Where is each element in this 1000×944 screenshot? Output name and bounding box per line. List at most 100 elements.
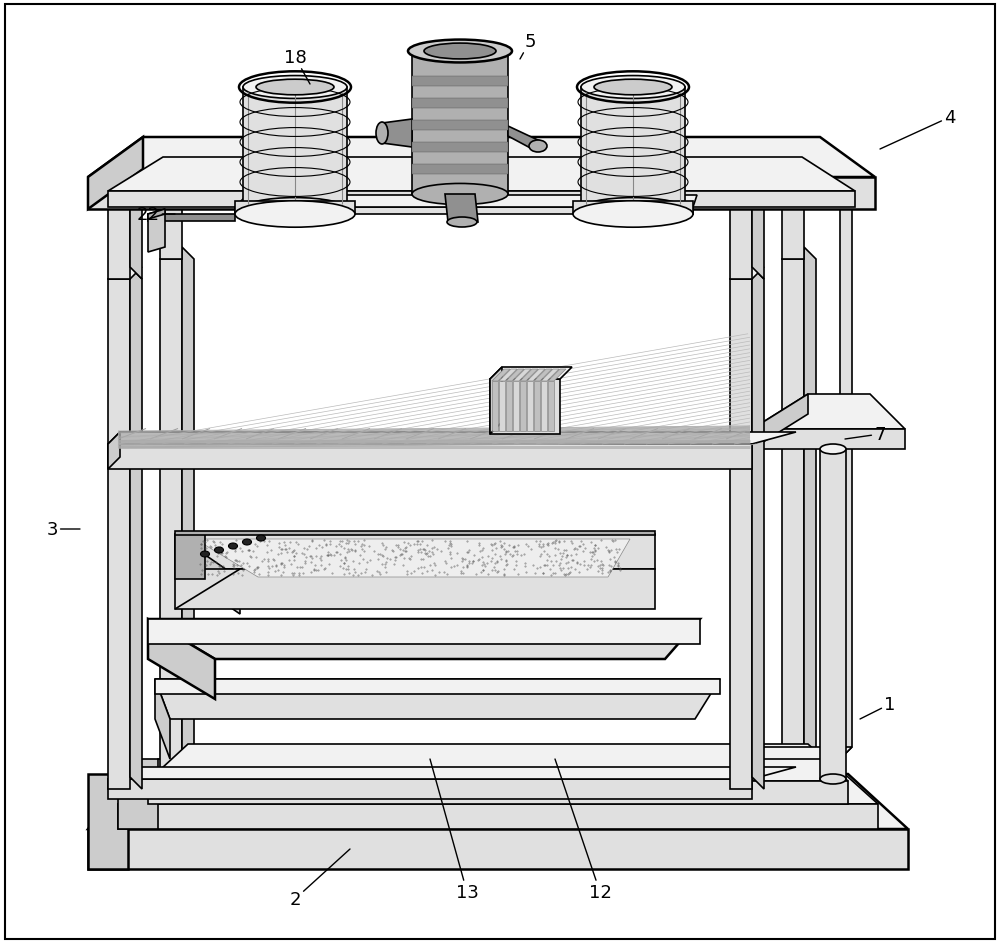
Polygon shape: [88, 774, 128, 869]
Polygon shape: [175, 534, 655, 569]
Polygon shape: [108, 432, 120, 469]
Polygon shape: [573, 202, 693, 215]
Polygon shape: [499, 370, 517, 381]
Text: 4: 4: [880, 109, 956, 150]
Polygon shape: [160, 260, 182, 769]
Ellipse shape: [229, 544, 238, 549]
Text: 7: 7: [845, 426, 886, 444]
Polygon shape: [235, 202, 355, 215]
Polygon shape: [108, 432, 796, 445]
Polygon shape: [581, 88, 685, 210]
Polygon shape: [730, 279, 752, 789]
Polygon shape: [730, 268, 764, 279]
Polygon shape: [160, 177, 182, 260]
Polygon shape: [527, 370, 545, 381]
Polygon shape: [490, 367, 502, 434]
Polygon shape: [148, 619, 215, 700]
Ellipse shape: [256, 80, 334, 95]
Polygon shape: [412, 165, 508, 175]
Ellipse shape: [412, 184, 508, 206]
Polygon shape: [175, 534, 240, 615]
Polygon shape: [840, 198, 852, 759]
Polygon shape: [752, 748, 852, 759]
Ellipse shape: [256, 535, 266, 542]
Polygon shape: [534, 370, 552, 381]
Ellipse shape: [243, 539, 252, 546]
Polygon shape: [752, 268, 764, 789]
Ellipse shape: [573, 202, 693, 228]
Polygon shape: [752, 430, 905, 449]
Ellipse shape: [594, 80, 672, 95]
Polygon shape: [182, 247, 194, 769]
Polygon shape: [541, 381, 547, 431]
Polygon shape: [130, 268, 142, 789]
Polygon shape: [490, 367, 572, 379]
Polygon shape: [148, 782, 848, 804]
Polygon shape: [534, 381, 540, 431]
Ellipse shape: [412, 42, 508, 62]
Polygon shape: [782, 177, 804, 260]
Polygon shape: [148, 619, 700, 645]
Text: 3: 3: [46, 520, 80, 538]
Polygon shape: [445, 194, 478, 223]
Polygon shape: [541, 370, 559, 381]
Polygon shape: [148, 210, 165, 220]
Ellipse shape: [408, 41, 512, 63]
Ellipse shape: [201, 551, 210, 557]
Polygon shape: [412, 143, 508, 153]
Polygon shape: [548, 370, 566, 381]
Ellipse shape: [581, 76, 685, 99]
Polygon shape: [155, 680, 720, 719]
Polygon shape: [412, 99, 508, 109]
Polygon shape: [782, 260, 804, 769]
Polygon shape: [506, 370, 524, 381]
Polygon shape: [520, 381, 526, 431]
Polygon shape: [382, 120, 412, 148]
Polygon shape: [412, 76, 508, 87]
Polygon shape: [243, 88, 347, 210]
Ellipse shape: [243, 76, 347, 99]
Polygon shape: [108, 279, 130, 789]
Ellipse shape: [447, 218, 477, 228]
Ellipse shape: [820, 774, 846, 784]
Polygon shape: [752, 395, 905, 430]
Polygon shape: [118, 759, 158, 829]
Polygon shape: [108, 192, 855, 208]
Polygon shape: [175, 534, 205, 580]
Polygon shape: [88, 177, 875, 210]
Polygon shape: [175, 531, 655, 535]
Polygon shape: [490, 379, 560, 434]
Text: 2: 2: [289, 849, 350, 908]
Polygon shape: [108, 210, 130, 279]
Polygon shape: [492, 381, 498, 431]
Polygon shape: [752, 395, 808, 449]
Polygon shape: [108, 158, 855, 192]
Polygon shape: [88, 774, 908, 829]
Polygon shape: [520, 370, 538, 381]
Polygon shape: [88, 138, 875, 177]
Ellipse shape: [820, 445, 846, 454]
Text: 1: 1: [860, 696, 896, 719]
Polygon shape: [499, 381, 505, 431]
Polygon shape: [155, 680, 720, 694]
Polygon shape: [118, 759, 878, 804]
Polygon shape: [108, 767, 796, 779]
Polygon shape: [412, 121, 508, 131]
Polygon shape: [508, 126, 540, 152]
Polygon shape: [730, 210, 752, 279]
Polygon shape: [148, 619, 700, 659]
Polygon shape: [155, 680, 170, 759]
Polygon shape: [88, 829, 908, 869]
Polygon shape: [506, 381, 512, 431]
Ellipse shape: [376, 123, 388, 144]
Text: 18: 18: [284, 49, 310, 85]
Text: 22: 22: [137, 206, 175, 224]
Polygon shape: [148, 215, 235, 222]
Polygon shape: [108, 445, 752, 469]
Polygon shape: [148, 744, 848, 782]
Polygon shape: [820, 449, 846, 779]
Polygon shape: [513, 370, 531, 381]
Polygon shape: [130, 198, 142, 279]
Text: 13: 13: [430, 759, 478, 901]
Ellipse shape: [235, 202, 355, 228]
